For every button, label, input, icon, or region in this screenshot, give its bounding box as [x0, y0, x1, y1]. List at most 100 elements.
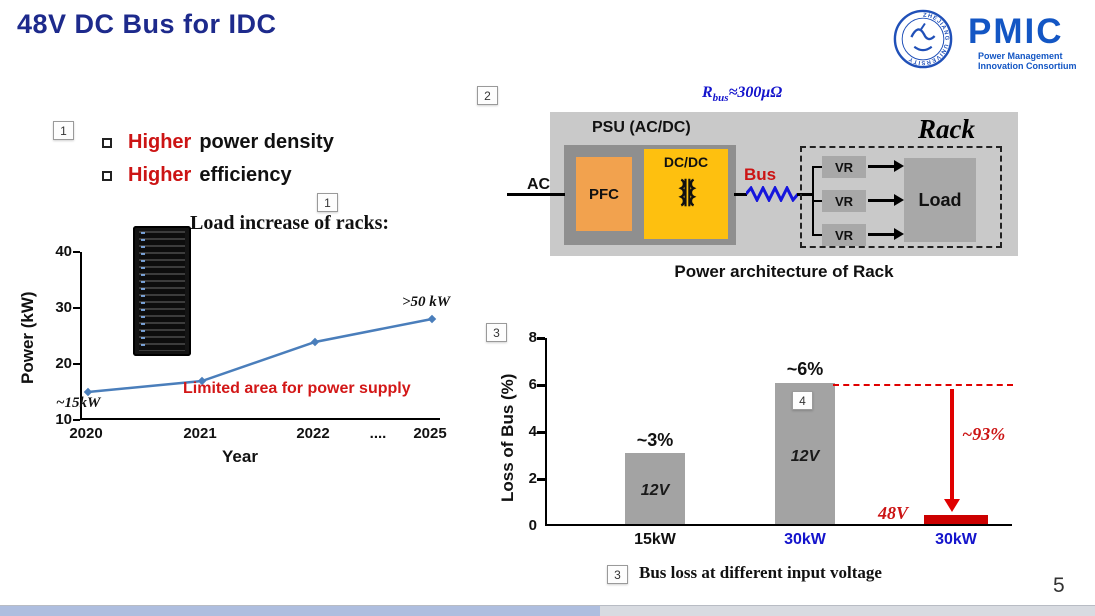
bullet-text: Higher efficiency — [128, 164, 292, 187]
loss-ytick-2: 2 — [528, 470, 537, 487]
animation-marker-1b: 1 — [317, 193, 338, 212]
vr-block-1: VR — [822, 156, 866, 178]
load-ytick-30: 30 — [55, 299, 72, 316]
bus-resistor-icon — [746, 186, 798, 202]
bus-loss-caption: Bus loss at different input voltage — [639, 563, 882, 582]
load-ytick-40: 40 — [55, 243, 72, 260]
animation-marker-3b: 3 — [607, 565, 628, 584]
square-bullet-icon — [102, 137, 112, 148]
tick-mark — [537, 478, 545, 481]
load-ytick-10: 10 — [55, 411, 72, 428]
reduction-arrow — [944, 389, 960, 512]
animation-marker-2: 2 — [477, 86, 498, 105]
tick-mark — [73, 307, 80, 309]
reference-dashed-line — [833, 384, 1013, 386]
bus-line-right — [797, 193, 813, 196]
transformer-icon — [678, 178, 697, 207]
load-xtick-break: .... — [369, 425, 387, 442]
load-xtick-2020: 2020 — [69, 425, 103, 442]
page-number: 5 — [1053, 574, 1065, 597]
page-title: 48V DC Bus for IDC — [17, 9, 277, 39]
tick-mark — [537, 384, 545, 387]
load-chart-ylabel: Power (kW) — [18, 291, 37, 384]
dcdc-label: DC/DC — [663, 154, 709, 170]
load-chart-title: Load increase of racks: — [190, 212, 390, 234]
video-progress-track[interactable] — [0, 605, 1095, 616]
architecture-caption: Power architecture of Rack — [674, 262, 894, 281]
ac-input-line — [507, 193, 565, 196]
load-block: Load — [904, 158, 976, 242]
loss-bar-12v-15kw — [625, 453, 685, 524]
dcdc-block: DC/DC — [644, 149, 728, 239]
tick-mark — [73, 419, 80, 421]
vr-to-load-arrow — [868, 194, 904, 206]
vr-block-2: VR — [822, 190, 866, 212]
video-progress-fill[interactable] — [0, 606, 600, 616]
animation-marker-4: 4 — [792, 391, 813, 410]
bar2-xlabel: 30kW — [784, 531, 826, 548]
bar2-voltage-label: 12V — [790, 448, 820, 465]
reduction-annotation: ~93% — [962, 424, 1006, 444]
vr-stub-line — [812, 234, 823, 236]
tick-mark — [73, 363, 80, 365]
bus-label: Bus — [744, 165, 777, 184]
psu-label: PSU (AC/DC) — [592, 119, 691, 136]
load-line-series — [83, 314, 437, 397]
university-seal-logo: ZHEJIANG UNIVERSITY — [893, 9, 953, 69]
load-xtick-2025: 2025 — [413, 425, 447, 442]
rbus-formula: Rbus≈300μΩ — [702, 84, 782, 104]
limited-area-note: Limited area for power supply — [183, 380, 411, 397]
load-start-annotation: ~15kW — [56, 395, 101, 411]
pfc-block: PFC — [576, 157, 632, 231]
bar1-voltage-label: 12V — [640, 482, 670, 499]
rbus-symbol: R — [702, 84, 713, 101]
square-bullet-icon — [102, 170, 112, 181]
pmic-tagline-line2: Innovation Consortium — [978, 61, 1077, 72]
vr-to-load-arrow — [868, 228, 904, 240]
bullet-highlight: Higher — [128, 164, 192, 186]
load-chart-plot-area — [80, 252, 440, 420]
tick-mark — [537, 431, 545, 434]
server-rack-slots — [139, 231, 185, 351]
bar1-value-annotation: ~3% — [636, 430, 674, 450]
vr-stub-line — [812, 166, 823, 168]
ac-label: AC — [527, 176, 551, 193]
loss-bar-48v-30kw — [924, 515, 988, 524]
pmic-logo: PMIC Power Management Innovation Consort… — [968, 14, 1077, 72]
rack-dashed-outline — [800, 146, 1002, 248]
loss-ytick-8: 8 — [528, 329, 537, 346]
server-rack-lights — [141, 232, 145, 350]
bar3-xlabel: 30kW — [935, 531, 977, 548]
animation-marker-1: 1 — [53, 121, 74, 140]
load-xtick-2021: 2021 — [183, 425, 217, 442]
pmic-logo-text: PMIC — [968, 12, 1064, 51]
load-chart-xlabel: Year — [222, 447, 258, 466]
bar2-value-annotation: ~6% — [786, 359, 824, 379]
bar3-voltage-label: 48V — [878, 503, 909, 523]
bullet-text: Higher power density — [128, 131, 334, 154]
load-ytick-20: 20 — [55, 355, 72, 372]
bullet-item-power-density: Higher power density — [102, 131, 334, 154]
bullet-item-efficiency: Higher efficiency — [102, 164, 292, 187]
vr-stub-line — [812, 200, 823, 202]
bar1-xlabel: 15kW — [634, 531, 676, 548]
pmic-tagline-line1: Power Management — [978, 51, 1063, 61]
vr-block-3: VR — [822, 224, 866, 246]
bullet-rest: power density — [199, 131, 334, 153]
loss-ytick-6: 6 — [528, 376, 537, 393]
bullet-highlight: Higher — [128, 131, 192, 153]
loss-ytick-0: 0 — [528, 517, 537, 534]
animation-marker-3: 3 — [486, 323, 507, 342]
rack-title: Rack — [918, 114, 975, 144]
server-rack-image — [133, 226, 191, 356]
tick-mark — [537, 337, 545, 340]
rbus-value: ≈300μΩ — [728, 84, 783, 101]
vr-to-load-arrow — [868, 160, 904, 172]
rbus-subscript: bus — [712, 92, 729, 105]
tick-mark — [73, 251, 80, 253]
bullet-rest: efficiency — [199, 164, 292, 186]
load-xtick-2022: 2022 — [296, 425, 330, 442]
loss-ytick-4: 4 — [528, 423, 537, 440]
bus-line-left — [734, 193, 747, 196]
